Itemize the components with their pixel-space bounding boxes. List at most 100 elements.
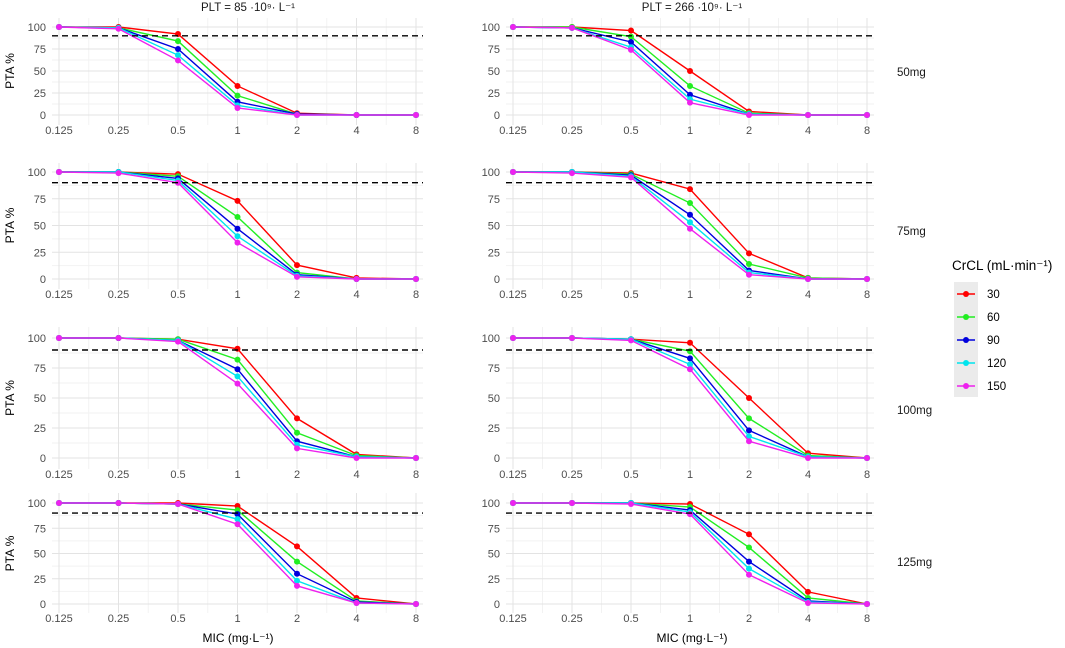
y-tick-label: 75 [488, 523, 500, 535]
data-point-crcl-120 [234, 373, 241, 380]
data-point-crcl-30 [294, 262, 300, 269]
data-point-crcl-150 [115, 335, 122, 341]
data-point-crcl-30 [687, 339, 693, 346]
panel-125mg-plt85: 0 25 50 75 100 0.125 0.25 0.5 1 2 4 8 PTA % [3, 493, 423, 625]
y-tick-label: 25 [34, 88, 46, 100]
data-point-crcl-150 [413, 455, 419, 461]
data-point-crcl-150 [294, 112, 300, 118]
y-tick-label: 0 [494, 599, 500, 611]
x-tick-label: 8 [413, 469, 419, 481]
data-point-crcl-150 [746, 438, 752, 445]
data-point-crcl-150 [413, 276, 419, 282]
data-point-crcl-30 [746, 395, 752, 401]
x-tick-label: 0.125 [45, 469, 73, 481]
x-tick-label: 2 [294, 125, 300, 137]
data-point-crcl-150 [294, 273, 300, 280]
data-point-crcl-150 [628, 501, 634, 508]
x-tick-label: 1 [234, 289, 240, 301]
x-tick-label: 0.5 [623, 613, 638, 625]
data-point-crcl-150 [353, 276, 360, 282]
x-tick-label: 0.5 [623, 469, 638, 481]
data-point-crcl-150 [234, 521, 241, 528]
data-point-crcl-150 [234, 380, 241, 387]
x-tick-label: 8 [413, 289, 419, 301]
x-tick-label: 4 [805, 289, 811, 301]
data-point-crcl-150 [510, 24, 516, 30]
y-tick-label: 75 [488, 194, 500, 206]
y-tick-label: 0 [494, 274, 500, 286]
x-tick-label: 1 [687, 469, 693, 481]
data-point-crcl-150 [687, 511, 693, 518]
y-tick-label: 25 [34, 574, 46, 586]
data-point-crcl-30 [234, 82, 241, 89]
y-tick-label: 100 [482, 167, 500, 179]
x-tick-label: 8 [864, 289, 870, 301]
data-point-crcl-150 [864, 455, 870, 461]
data-point-crcl-60 [746, 544, 752, 551]
legend-key-point-60 [963, 314, 969, 320]
y-axis-label: PTA % [3, 380, 17, 416]
x-tick-label: 1 [687, 125, 693, 137]
x-tick-label: 0.125 [499, 613, 527, 625]
x-tick-label: 0.25 [108, 469, 129, 481]
x-tick-label: 0.5 [170, 613, 185, 625]
data-point-crcl-90 [746, 427, 752, 434]
data-point-crcl-150 [805, 599, 811, 606]
legend-label-90: 90 [987, 335, 1000, 347]
legend-title: CrCL (mL·min⁻¹) [952, 258, 1052, 273]
y-tick-label: 100 [28, 498, 46, 510]
y-tick-label: 100 [28, 22, 46, 34]
data-point-crcl-150 [569, 335, 575, 341]
data-point-crcl-90 [687, 91, 693, 98]
data-point-crcl-150 [353, 599, 360, 606]
data-point-crcl-150 [864, 601, 870, 607]
data-point-crcl-150 [628, 337, 634, 344]
data-point-crcl-150 [56, 169, 62, 175]
legend-label-30: 30 [987, 289, 1000, 301]
data-point-crcl-120 [746, 565, 752, 572]
data-point-crcl-150 [234, 239, 241, 246]
data-point-crcl-150 [413, 601, 419, 607]
x-tick-label: 0.25 [108, 289, 129, 301]
panel-75mg-plt85: 0 25 50 75 100 0.125 0.25 0.5 1 2 4 8 PTA % [3, 163, 423, 301]
x-axis-label-right: MIC (mg·L⁻¹) [657, 631, 728, 645]
data-point-crcl-30 [746, 531, 752, 538]
data-point-crcl-150 [56, 24, 62, 30]
y-tick-label: 50 [488, 393, 500, 405]
x-tick-label: 0.25 [561, 289, 582, 301]
x-tick-label: 4 [353, 289, 359, 301]
data-point-crcl-30 [294, 415, 300, 422]
x-tick-label: 2 [746, 613, 752, 625]
legend-label-120: 120 [987, 358, 1006, 370]
x-tick-label: 2 [294, 289, 300, 301]
data-point-crcl-150 [569, 170, 575, 177]
y-tick-label: 100 [482, 22, 500, 34]
x-tick-label: 4 [353, 613, 359, 625]
x-tick-label: 8 [864, 613, 870, 625]
data-point-crcl-150 [175, 57, 181, 64]
y-axis-label: PTA % [3, 53, 17, 89]
legend: CrCL (mL·min⁻¹) 30 60 90 120 150 [952, 258, 1052, 397]
data-point-crcl-30 [687, 68, 693, 74]
data-point-crcl-120 [175, 52, 181, 59]
x-tick-label: 0.25 [561, 125, 582, 137]
y-tick-label: 25 [488, 574, 500, 586]
x-tick-label: 8 [413, 613, 419, 625]
panel-125mg-plt266: 0 25 50 75 100 0.125 0.25 0.5 1 2 4 8 [482, 493, 874, 625]
data-point-crcl-90 [628, 38, 634, 45]
data-point-crcl-30 [294, 543, 300, 550]
x-tick-label: 8 [413, 125, 419, 137]
data-point-crcl-90 [687, 211, 693, 218]
y-tick-label: 25 [488, 88, 500, 100]
data-point-crcl-150 [115, 25, 122, 32]
data-point-crcl-150 [805, 276, 811, 282]
y-tick-label: 75 [34, 363, 46, 375]
x-tick-label: 2 [746, 289, 752, 301]
x-tick-label: 1 [234, 469, 240, 481]
panel-75mg-plt266: 0 25 50 75 100 0.125 0.25 0.5 1 2 4 8 [482, 163, 874, 301]
data-point-crcl-150 [353, 112, 360, 118]
y-tick-label: 50 [488, 221, 500, 233]
data-point-crcl-60 [234, 356, 241, 363]
column-label-right: PLT = 266 ·10⁹· L⁻¹ [642, 2, 743, 14]
panel-100mg-plt85: 0 25 50 75 100 0.125 0.25 0.5 1 2 4 8 PTA % [3, 327, 423, 481]
